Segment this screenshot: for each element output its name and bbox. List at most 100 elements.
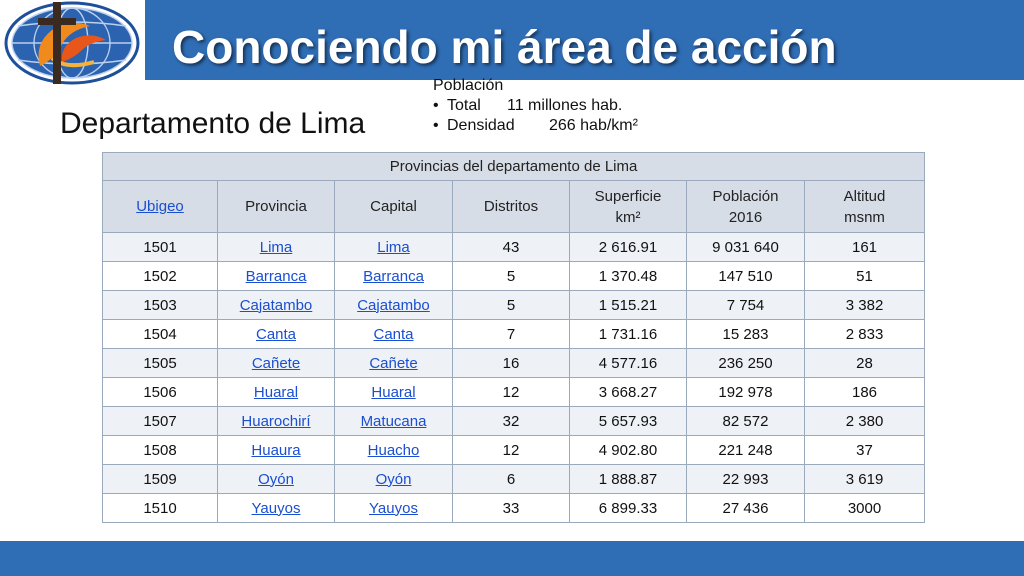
cell-capital[interactable]: Cañete (334, 348, 453, 378)
cell-capital[interactable]: Barranca (334, 261, 453, 291)
provincia-link[interactable]: Huarochirí (241, 412, 311, 430)
cell-provincia[interactable]: Huaral (217, 377, 335, 407)
cell-poblacion: 82 572 (686, 406, 805, 436)
population-summary: Población • Total 11 millones hab. • Den… (433, 76, 733, 136)
cell-provincia[interactable]: Huarochirí (217, 406, 335, 436)
population-heading: Población (433, 77, 504, 94)
cell-provincia[interactable]: Barranca (217, 261, 335, 291)
provincia-link[interactable]: Huaral (253, 383, 299, 401)
capital-link[interactable]: Cajatambo (357, 296, 430, 314)
population-total-row: • Total 11 millones hab. (433, 96, 733, 116)
table-row: 1508 Huaura Huacho 12 4 902.80 221 248 3… (102, 435, 926, 465)
provincia-link[interactable]: Cañete (251, 354, 301, 372)
cell-superficie: 1 731.16 (569, 319, 687, 349)
ubigeo-header-link[interactable]: Ubigeo (136, 198, 184, 215)
population-total-label: Total (447, 97, 481, 114)
header-distritos: Distritos (452, 180, 570, 233)
provincia-link[interactable]: Yauyos (251, 499, 301, 517)
capital-link[interactable]: Canta (373, 325, 414, 343)
cell-distritos: 7 (452, 319, 570, 349)
cell-ubigeo: 1503 (102, 290, 218, 320)
cell-distritos: 12 (452, 435, 570, 465)
table-row: 1507 Huarochirí Matucana 32 5 657.93 82 … (102, 406, 926, 436)
header-poblacion-line1: Población (712, 187, 779, 205)
cell-poblacion: 147 510 (686, 261, 805, 291)
table-row: 1506 Huaral Huaral 12 3 668.27 192 978 1… (102, 377, 926, 407)
cell-altitud: 2 380 (803, 406, 926, 436)
population-density-label: Densidad (447, 117, 515, 134)
cell-ubigeo: 1505 (102, 348, 218, 378)
header-capital: Capital (334, 180, 453, 233)
capital-link[interactable]: Lima (377, 238, 410, 256)
cell-altitud: 161 (803, 232, 926, 262)
provincia-link[interactable]: Lima (259, 238, 293, 256)
cell-superficie: 4 902.80 (569, 435, 687, 465)
cell-capital[interactable]: Matucana (334, 406, 453, 436)
header-superficie-line1: Superficie (594, 187, 662, 205)
provincia-link[interactable]: Huaura (251, 441, 301, 459)
cell-superficie: 1 370.48 (569, 261, 687, 291)
cell-superficie: 3 668.27 (569, 377, 687, 407)
cell-superficie: 2 616.91 (569, 232, 687, 262)
capital-link[interactable]: Huacho (367, 441, 420, 459)
cell-poblacion: 192 978 (686, 377, 805, 407)
cell-altitud: 3000 (803, 493, 926, 523)
cell-capital[interactable]: Oyón (334, 464, 453, 494)
header-ubigeo[interactable]: Ubigeo (102, 180, 218, 233)
cell-provincia[interactable]: Oyón (217, 464, 335, 494)
cell-provincia[interactable]: Canta (217, 319, 335, 349)
cell-capital[interactable]: Huaral (334, 377, 453, 407)
cell-superficie: 1 515.21 (569, 290, 687, 320)
cell-distritos: 33 (452, 493, 570, 523)
cell-capital[interactable]: Canta (334, 319, 453, 349)
table-row: 1510 Yauyos Yauyos 33 6 899.33 27 436 30… (102, 493, 926, 523)
cell-altitud: 3 619 (803, 464, 926, 494)
cell-distritos: 16 (452, 348, 570, 378)
cell-distritos: 5 (452, 290, 570, 320)
cell-capital[interactable]: Yauyos (334, 493, 453, 523)
capital-link[interactable]: Oyón (375, 470, 412, 488)
cell-ubigeo: 1504 (102, 319, 218, 349)
cell-superficie: 6 899.33 (569, 493, 687, 523)
cell-capital[interactable]: Huacho (334, 435, 453, 465)
cell-altitud: 51 (803, 261, 926, 291)
provincia-link[interactable]: Canta (255, 325, 297, 343)
cell-provincia[interactable]: Huaura (217, 435, 335, 465)
capital-link[interactable]: Cañete (369, 354, 418, 372)
cell-capital[interactable]: Lima (334, 232, 453, 262)
provincia-link[interactable]: Barranca (245, 267, 307, 285)
table-row: 1505 Cañete Cañete 16 4 577.16 236 250 2… (102, 348, 926, 378)
cell-ubigeo: 1506 (102, 377, 218, 407)
capital-link[interactable]: Huaral (371, 383, 416, 401)
capital-link[interactable]: Yauyos (369, 499, 418, 517)
population-density-row: • Densidad 266 hab/km² (433, 116, 733, 136)
cell-ubigeo: 1508 (102, 435, 218, 465)
table-row: 1501 Lima Lima 43 2 616.91 9 031 640 161 (102, 232, 926, 262)
cell-provincia[interactable]: Cañete (217, 348, 335, 378)
provincia-link[interactable]: Cajatambo (239, 296, 313, 314)
population-density-value: 266 hab/km² (549, 117, 638, 134)
provinces-table: Provincias del departamento de Lima Ubig… (101, 152, 926, 523)
globe-cross-logo-icon (0, 0, 145, 86)
provincia-link[interactable]: Oyón (258, 470, 294, 488)
cell-altitud: 2 833 (803, 319, 926, 349)
cell-capital[interactable]: Cajatambo (334, 290, 453, 320)
cell-poblacion: 27 436 (686, 493, 805, 523)
cell-ubigeo: 1501 (102, 232, 218, 262)
cell-altitud: 3 382 (803, 290, 926, 320)
bullet-icon: • (433, 117, 439, 134)
footer-band (0, 541, 1024, 576)
cell-superficie: 4 577.16 (569, 348, 687, 378)
cell-provincia[interactable]: Cajatambo (217, 290, 335, 320)
cell-provincia[interactable]: Lima (217, 232, 335, 262)
capital-link[interactable]: Barranca (363, 267, 424, 285)
cell-ubigeo: 1510 (102, 493, 218, 523)
table-caption: Provincias del departamento de Lima (101, 152, 926, 181)
cell-superficie: 5 657.93 (569, 406, 687, 436)
population-total-value: 11 millones hab. (507, 97, 623, 114)
capital-link[interactable]: Matucana (360, 412, 427, 430)
cell-poblacion: 15 283 (686, 319, 805, 349)
cell-provincia[interactable]: Yauyos (217, 493, 335, 523)
slide-title: Conociendo mi área de acción (172, 21, 837, 73)
header-altitud: Altitud msnm (803, 180, 926, 233)
